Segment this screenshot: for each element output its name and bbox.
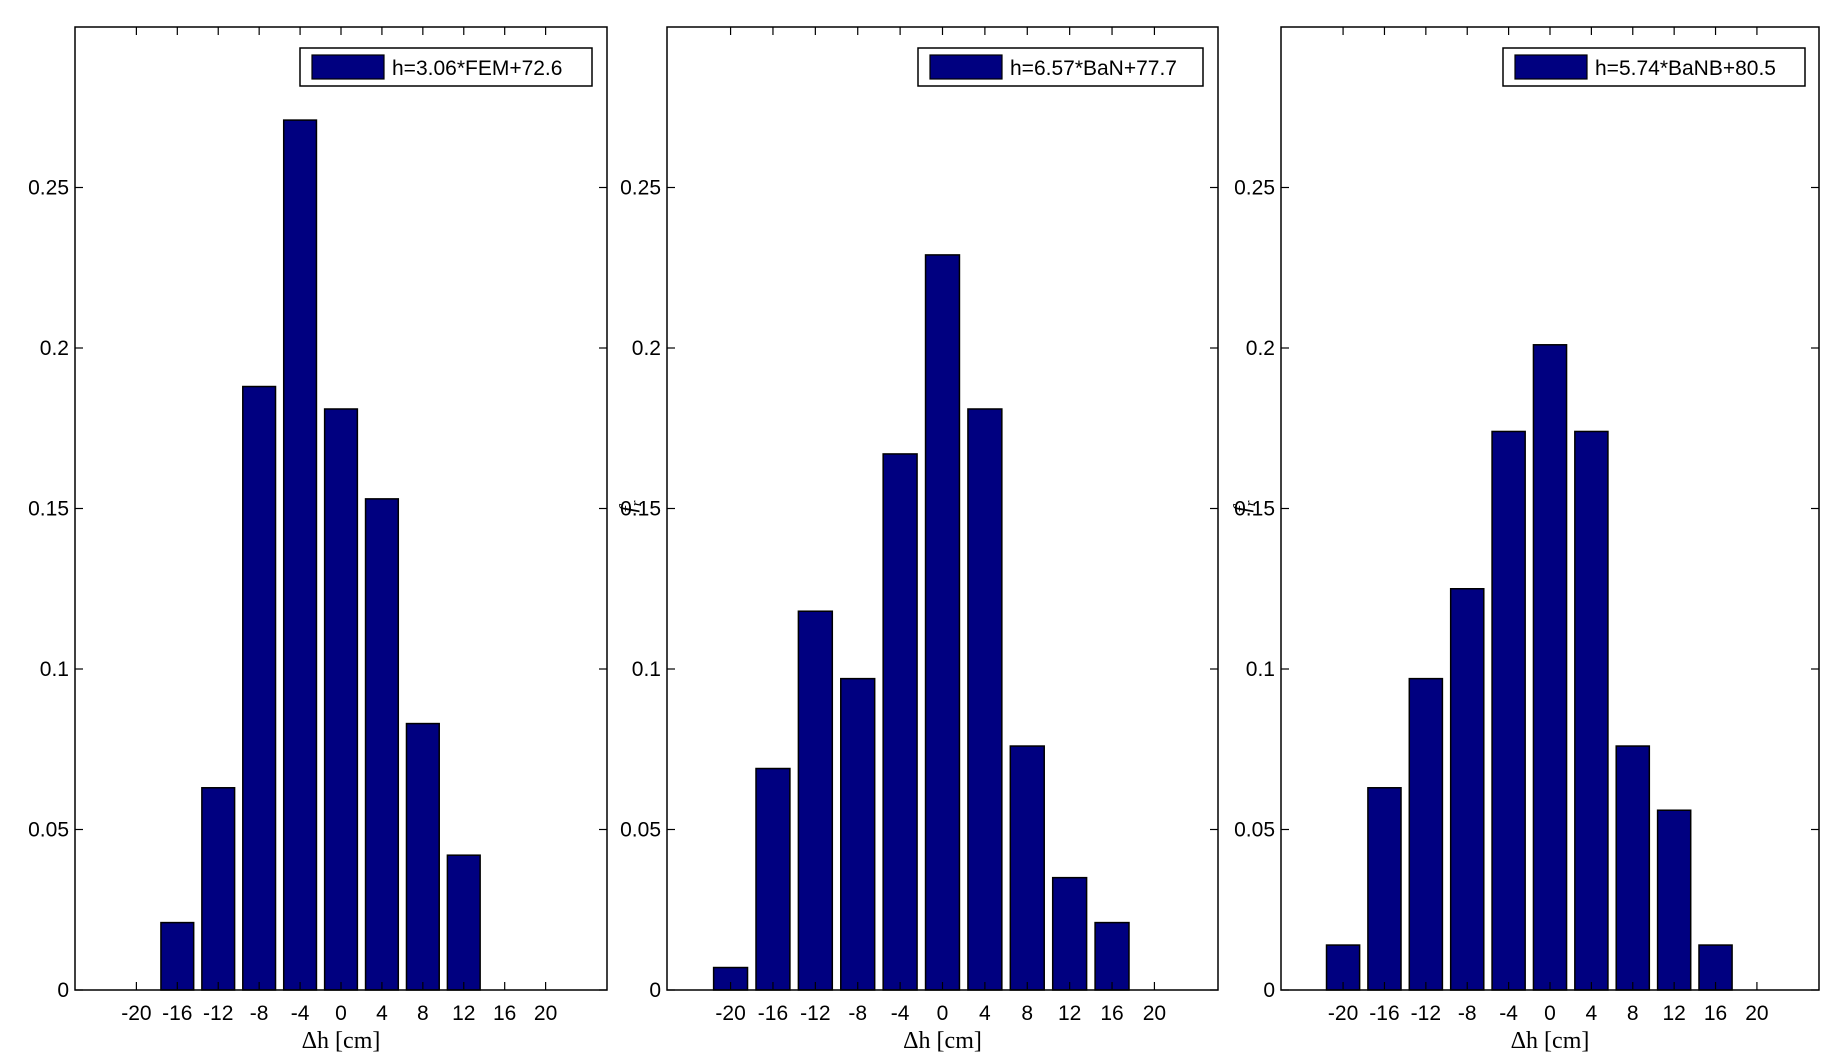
bar xyxy=(1491,430,1526,991)
x-tick-label: 16 xyxy=(493,1002,516,1025)
y-tick-label: 0 xyxy=(57,979,69,1002)
y-tick-label: 0.05 xyxy=(28,819,69,842)
x-tick-label: 12 xyxy=(452,1002,475,1025)
x-axis-label: Δh [cm] xyxy=(903,1028,982,1054)
bar xyxy=(446,854,481,991)
x-tick-label: 12 xyxy=(1662,1002,1685,1025)
bar xyxy=(1408,677,1444,991)
bar xyxy=(1656,809,1692,991)
x-tick-label: -20 xyxy=(121,1002,151,1025)
x-tick-label: -20 xyxy=(1328,1002,1358,1025)
bar xyxy=(1615,745,1651,991)
bar xyxy=(364,498,400,991)
x-tick-label: 20 xyxy=(534,1002,557,1025)
x-tick-label: 16 xyxy=(1100,1002,1123,1025)
y-tick-label: 0.1 xyxy=(1246,658,1275,681)
y-tick-label: 0.25 xyxy=(620,177,661,200)
y-axis-label: fr xyxy=(1229,500,1259,512)
x-tick-label: 0 xyxy=(335,1002,347,1025)
y-tick-label: 0.2 xyxy=(40,337,69,360)
x-tick-label: -12 xyxy=(800,1002,830,1025)
x-tick-label: 4 xyxy=(1586,1002,1598,1025)
x-tick-label: -4 xyxy=(291,1002,310,1025)
legend-swatch xyxy=(311,54,385,80)
bar xyxy=(1051,876,1088,991)
x-tick-label: -16 xyxy=(1369,1002,1399,1025)
y-tick-label: 0.2 xyxy=(632,337,661,360)
legend-entry: h=3.06*FEM+72.6 xyxy=(392,57,562,80)
bar xyxy=(840,677,876,991)
x-tick-label: -4 xyxy=(891,1002,910,1025)
x-axis-label: Δh [cm] xyxy=(302,1028,381,1054)
y-tick-label: 0.15 xyxy=(1234,498,1275,521)
bar xyxy=(242,385,277,991)
bar xyxy=(1449,588,1485,991)
x-tick-label: 16 xyxy=(1704,1002,1727,1025)
x-tick-label: 20 xyxy=(1745,1002,1768,1025)
legend: h=6.57*BaN+77.7 xyxy=(917,47,1204,87)
legend-box xyxy=(299,47,593,87)
legend: h=5.74*BaNB+80.5 xyxy=(1502,47,1806,87)
x-axis-label: Δh [cm] xyxy=(1511,1028,1590,1054)
y-tick-label: 0.05 xyxy=(620,819,661,842)
y-tick-label: 0.15 xyxy=(620,498,661,521)
x-tick-label: 0 xyxy=(1544,1002,1556,1025)
bar xyxy=(1574,430,1609,991)
legend-swatch xyxy=(1514,54,1588,80)
x-tick-label: -8 xyxy=(848,1002,867,1025)
bar xyxy=(755,767,791,991)
y-tick-label: 0.05 xyxy=(1234,819,1275,842)
bar xyxy=(967,408,1003,991)
legend-entry: h=6.57*BaN+77.7 xyxy=(1010,57,1177,80)
legend-entry: h=5.74*BaNB+80.5 xyxy=(1595,57,1776,80)
x-tick-label: 4 xyxy=(979,1002,991,1025)
x-tick-label: 12 xyxy=(1058,1002,1081,1025)
x-tick-label: -16 xyxy=(758,1002,788,1025)
bar xyxy=(1367,787,1402,991)
bar xyxy=(1094,921,1130,991)
x-tick-label: -16 xyxy=(162,1002,192,1025)
legend: h=3.06*FEM+72.6 xyxy=(299,47,593,87)
bar xyxy=(797,610,834,991)
legend-swatch xyxy=(929,54,1003,80)
y-tick-label: 0 xyxy=(649,979,661,1002)
chart-panel-1: -20 -16 -12 -8 -4 0 4 8 12 16 20 0 0.05 0.1 0.15 0.2 0.2… xyxy=(28,26,608,1054)
y-tick-label: 0.2 xyxy=(1246,337,1275,360)
y-tick-label: 0.15 xyxy=(28,498,69,521)
x-tick-label: 0 xyxy=(937,1002,949,1025)
chart-panel-3: -20 -16 -12 -8 -4 0 4 8 12 16 20 0 0.05 0.1 0.15 0.2 0.2… xyxy=(1229,26,1820,1054)
x-tick-label: 8 xyxy=(1021,1002,1033,1025)
bar xyxy=(282,119,318,991)
y-axis-label: fr xyxy=(615,500,645,512)
y-tick-label: 0.1 xyxy=(40,658,69,681)
x-tick-label: -12 xyxy=(203,1002,233,1025)
x-tick-label: -20 xyxy=(715,1002,745,1025)
chart-panel-2: -20 -16 -12 -8 -4 0 4 8 12 16 20 0 0.05 0.1 0.15 0.2 0.2… xyxy=(615,26,1219,1054)
x-tick-label: 20 xyxy=(1143,1002,1166,1025)
bar xyxy=(405,722,440,991)
x-tick-label: 8 xyxy=(417,1002,429,1025)
x-tick-label: 8 xyxy=(1627,1002,1639,1025)
bar xyxy=(924,254,961,991)
x-tick-label: -12 xyxy=(1411,1002,1441,1025)
y-tick-label: 0.1 xyxy=(632,658,661,681)
x-tick-label: -8 xyxy=(1458,1002,1477,1025)
x-tick-label: -8 xyxy=(250,1002,269,1025)
bar xyxy=(1532,344,1568,991)
y-tick-label: 0.25 xyxy=(28,177,69,200)
x-tick-label: -4 xyxy=(1499,1002,1518,1025)
x-tick-label: 4 xyxy=(376,1002,388,1025)
bar xyxy=(323,408,359,991)
bar xyxy=(882,453,918,991)
bar xyxy=(160,921,195,991)
y-tick-label: 0.25 xyxy=(1234,177,1275,200)
bar xyxy=(201,787,236,991)
y-tick-label: 0 xyxy=(1263,979,1275,1002)
bar xyxy=(1009,745,1045,991)
